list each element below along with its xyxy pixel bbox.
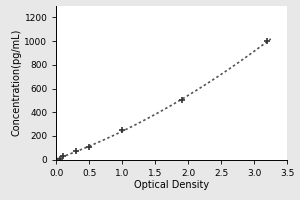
X-axis label: Optical Density: Optical Density <box>134 180 209 190</box>
Y-axis label: Concentration(pg/mL): Concentration(pg/mL) <box>12 29 22 136</box>
